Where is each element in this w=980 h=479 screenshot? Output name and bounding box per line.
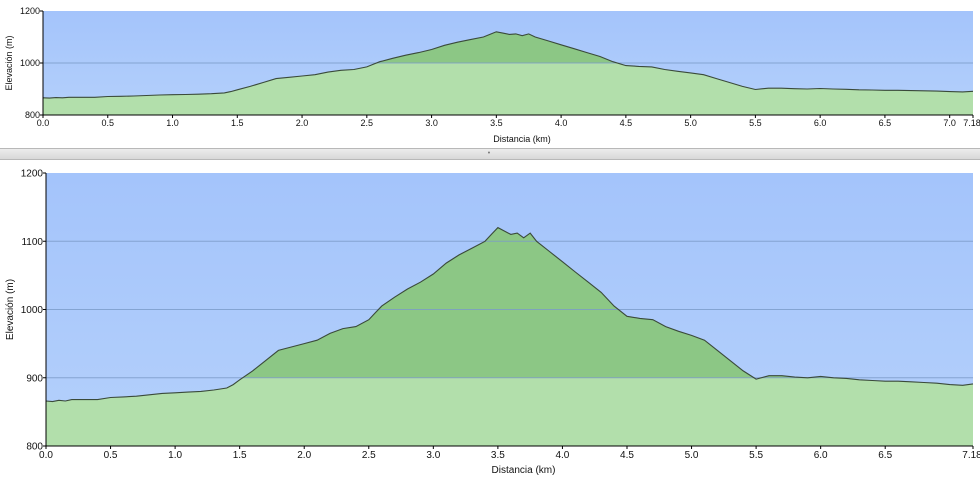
x-tick-label: 6.5 — [879, 118, 892, 128]
x-tick-label: 1.5 — [233, 450, 247, 461]
x-tick-label: 6.0 — [814, 450, 828, 461]
y-tick-label: 900 — [26, 373, 43, 384]
drag-handle-icon[interactable]: • — [487, 150, 491, 157]
x-tick-label: 3.0 — [426, 450, 440, 461]
detail-elevation-chart[interactable]: 0.0 0.5 1.0 1.5 2.0 2.5 3.0 3.5 4.0 4.5 5.0 5.5 6.0 6… — [0, 160, 980, 479]
x-tick-label: 2.5 — [362, 450, 376, 461]
x-tick-label: 1.0 — [166, 118, 179, 128]
x-tick-label: 2.0 — [296, 118, 309, 128]
x-tick-label: 5.5 — [749, 450, 763, 461]
y-tick-label: 800 — [25, 110, 40, 120]
x-tick-label: 6.0 — [814, 118, 827, 128]
x-tick-label: 2.0 — [297, 450, 311, 461]
elevation-area — [43, 31, 973, 115]
x-tick-label-end: 7.18 — [962, 450, 980, 461]
x-tick-label: 3.0 — [425, 118, 438, 128]
x-tick-label: 5.0 — [685, 450, 699, 461]
y-tick-label: 1200 — [21, 169, 44, 180]
overview-chart-panel[interactable]: 0.0 0.5 1.0 1.5 2.0 2.5 3.0 3.5 4.0 4.5 5.0 5.5 6.0 6… — [0, 0, 980, 148]
x-tick-label: 6.5 — [878, 450, 892, 461]
elevation-line — [42, 31, 974, 99]
x-tick-label: 4.5 — [620, 450, 634, 461]
x-tick-label-end: 7.18 — [963, 118, 980, 128]
elevation-line — [45, 226, 974, 403]
x-tick-label: 0.5 — [104, 450, 118, 461]
y-axis-title: Elevación (m) — [5, 279, 16, 340]
overview-elevation-chart[interactable]: 0.0 0.5 1.0 1.5 2.0 2.5 3.0 3.5 4.0 4.5 5.0 5.5 6.0 6… — [0, 0, 980, 148]
y-axis-title: Elevación (m) — [4, 35, 14, 90]
x-tick-label: 5.5 — [749, 118, 762, 128]
x-tick-label: 4.0 — [555, 118, 568, 128]
detail-chart-panel[interactable]: 0.0 0.5 1.0 1.5 2.0 2.5 3.0 3.5 4.0 4.5 5.0 5.5 6.0 6… — [0, 160, 980, 479]
y-tick-label: 1200 — [20, 6, 40, 16]
x-tick-label: 5.0 — [684, 118, 697, 128]
x-tick-label: 0.0 — [39, 450, 53, 461]
x-axis-title: Distancia (km) — [493, 134, 551, 144]
x-tick-label: 2.5 — [361, 118, 374, 128]
x-tick-label: 3.5 — [491, 450, 505, 461]
panel-splitter[interactable]: • — [0, 148, 980, 160]
x-axis-title: Distancia (km) — [492, 465, 556, 476]
y-tick-label: 1100 — [21, 237, 43, 248]
x-tick-label: 1.0 — [168, 450, 182, 461]
x-tick-label: 3.5 — [490, 118, 503, 128]
y-tick-label: 1000 — [20, 58, 40, 68]
y-tick-label: 800 — [26, 442, 43, 453]
x-tick-label: 4.5 — [620, 118, 633, 128]
x-tick-label: 0.0 — [37, 118, 50, 128]
x-tick-label: 7.0 — [943, 118, 956, 128]
x-tick-label: 1.5 — [231, 118, 244, 128]
x-tick-label: 4.0 — [555, 450, 569, 461]
x-tick-label: 0.5 — [102, 118, 115, 128]
y-tick-label: 1000 — [21, 305, 44, 316]
